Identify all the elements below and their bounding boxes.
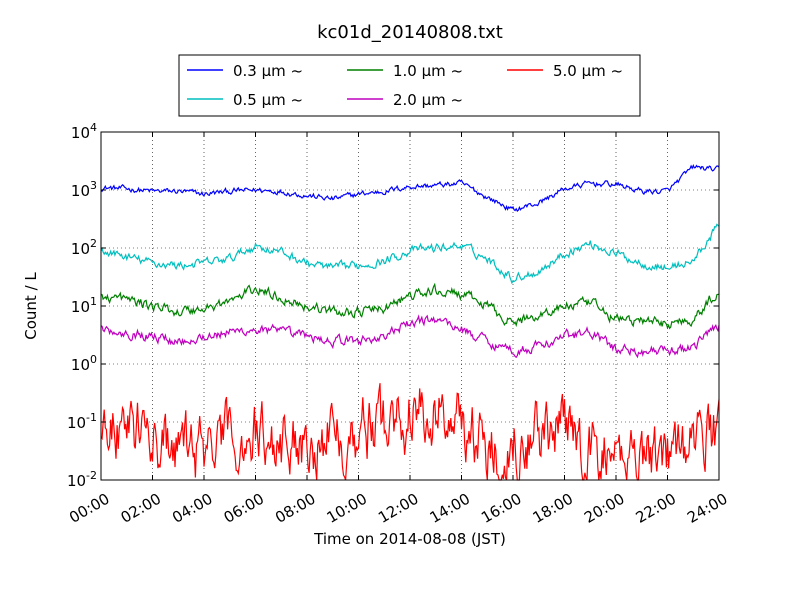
legend-label-4: 5.0 μm ~ — [553, 62, 623, 80]
y-tick-label: 100 — [71, 353, 97, 374]
legend: 0.3 μm ~ 0.5 μm ~ 1.0 μm ~ 2.0 μm ~ 5.0 μm ~ — [178, 54, 641, 117]
series-lines — [100, 163, 720, 481]
axis-ticks: 00:00 02:00 04:00 06:00 08:00 10:00 12:00 14:00… — [66, 121, 730, 527]
y-tick-label: 102 — [71, 237, 97, 258]
legend-label-2: 1.0 μm ~ — [393, 62, 463, 80]
y-tick-label: 10-2 — [67, 469, 97, 490]
series-line-0 — [100, 163, 720, 212]
series-line-4 — [100, 383, 720, 481]
y-tick-label: 10-1 — [67, 411, 97, 432]
y-tick-label: 104 — [71, 121, 97, 142]
series-line-3 — [100, 314, 720, 359]
y-axis-label: Count / L — [22, 272, 40, 340]
legend-label-3: 2.0 μm ~ — [393, 91, 463, 109]
legend-box — [178, 54, 641, 117]
legend-label-0: 0.3 μm ~ — [233, 62, 303, 80]
legend-label-1: 0.5 μm ~ — [233, 91, 303, 109]
series-line-1 — [100, 223, 720, 285]
y-tick-label: 103 — [71, 179, 97, 200]
chart-title: kc01d_20140808.txt — [317, 22, 503, 43]
series-line-2 — [100, 282, 720, 330]
y-tick-label: 101 — [71, 295, 97, 316]
x-axis-label: Time on 2014-08-08 (JST) — [313, 530, 506, 548]
